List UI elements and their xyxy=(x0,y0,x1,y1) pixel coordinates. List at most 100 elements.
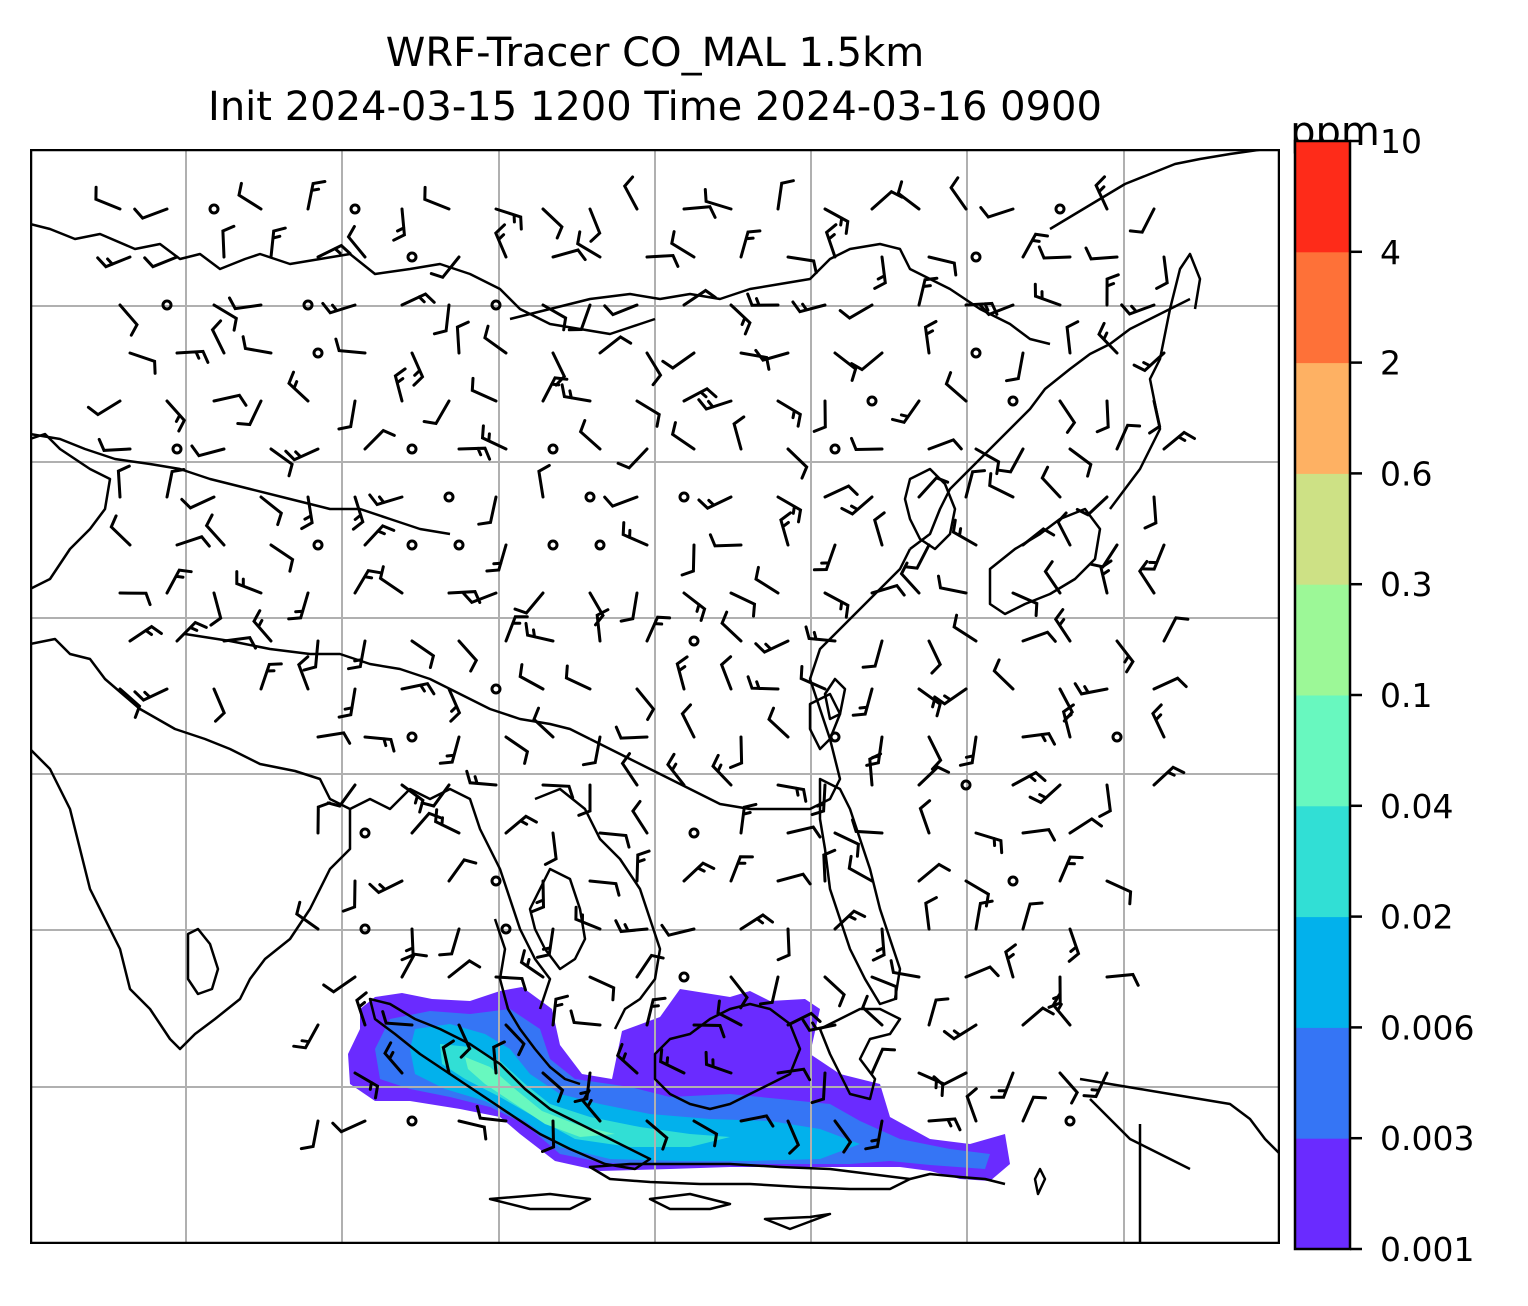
wind-barb xyxy=(776,783,808,803)
wind-barb xyxy=(337,687,357,719)
wind-barb xyxy=(850,351,884,372)
wind-barb xyxy=(118,591,152,607)
wind-barb xyxy=(621,521,649,547)
map-frame xyxy=(30,149,1280,1244)
wind-barb xyxy=(1004,943,1017,979)
wind-barb xyxy=(927,1117,962,1132)
wind-barb xyxy=(786,447,809,480)
wind-barb xyxy=(992,658,1015,691)
wind-barb xyxy=(1021,827,1056,842)
wind-barb xyxy=(190,444,226,458)
wind-barb xyxy=(1137,560,1156,595)
calm-circle xyxy=(1007,875,1019,887)
wind-barb xyxy=(524,621,555,643)
wind-barb xyxy=(1099,559,1113,595)
wind-barb xyxy=(682,861,716,883)
wind-barb xyxy=(1011,770,1047,787)
wind-barb xyxy=(661,351,696,370)
wind-barb xyxy=(899,561,921,595)
wind-barb xyxy=(868,752,883,787)
wind-barb xyxy=(316,243,352,259)
wind-barb xyxy=(739,913,774,931)
wind-barb xyxy=(603,303,639,317)
calm-circle xyxy=(960,779,972,791)
wind-barb xyxy=(1098,783,1112,818)
wind-barb xyxy=(635,399,661,428)
colorbar-swatch xyxy=(1295,695,1350,807)
wind-barb xyxy=(732,415,746,451)
wind-barb xyxy=(393,367,407,403)
wind-barb xyxy=(889,959,921,979)
wind-barb xyxy=(532,706,555,739)
wind-barb xyxy=(400,783,425,814)
colorbar-swatch xyxy=(1295,916,1350,1028)
wind-barb xyxy=(353,1071,380,1100)
wind-barb xyxy=(422,399,451,426)
calm-circle xyxy=(678,491,690,503)
wind-barb xyxy=(378,565,404,595)
wind-barb xyxy=(1152,765,1186,787)
wind-barb xyxy=(924,896,938,931)
wind-barb xyxy=(1105,879,1133,906)
colorbar-tick-label: 0.02 xyxy=(1380,898,1453,937)
wind-barb xyxy=(363,735,396,753)
calm-circle xyxy=(1054,203,1066,215)
wind-barb xyxy=(949,176,968,211)
wind-barb xyxy=(754,565,780,595)
wind-barb xyxy=(1021,1006,1055,1027)
wind-barb xyxy=(353,568,382,595)
wind-barb xyxy=(475,1104,508,1123)
wind-barb xyxy=(675,655,689,691)
wind-barb xyxy=(355,991,368,1027)
wind-barb xyxy=(1094,175,1109,211)
wind-barb xyxy=(1021,731,1056,746)
wind-barb xyxy=(109,514,132,547)
wind-barb xyxy=(927,438,963,451)
wind-barb xyxy=(739,229,762,259)
wind-barb xyxy=(620,752,639,787)
colorbar-swatch xyxy=(1295,362,1350,474)
wind-barb xyxy=(569,1009,602,1027)
wind-barb xyxy=(576,230,602,259)
calm-circle xyxy=(1111,731,1123,743)
colorbar-tick-label: 0.006 xyxy=(1380,1008,1474,1047)
colorbar-tick-label: 2 xyxy=(1380,344,1401,383)
wind-barb xyxy=(767,706,790,739)
calm-circle xyxy=(547,539,559,551)
wind-barb xyxy=(341,879,357,913)
wind-barb xyxy=(776,927,791,962)
wind-barb xyxy=(577,783,592,817)
wind-barb xyxy=(504,814,538,835)
colorbar-ticks: 0.001 0.003 0.006 0.02 0.04 0.1 0.3 0.6 2 4 10 xyxy=(1350,122,1474,1269)
wind-barb xyxy=(614,919,649,934)
wind-barb xyxy=(1095,399,1110,434)
wind-barb xyxy=(480,424,508,451)
wind-barb xyxy=(615,1042,639,1075)
wind-barb xyxy=(462,591,498,605)
wind-barb xyxy=(1058,399,1077,434)
colorbar-tick-label: 0.1 xyxy=(1380,676,1432,715)
wind-barb xyxy=(331,1119,367,1134)
calm-circle xyxy=(490,683,502,695)
wind-barb xyxy=(175,535,211,548)
wind-barb xyxy=(543,831,558,866)
wind-barb xyxy=(483,324,508,355)
wind-barb xyxy=(1068,817,1103,835)
wind-barb xyxy=(118,687,142,719)
calm-circle xyxy=(490,875,502,887)
wind-barb xyxy=(927,997,950,1027)
colorbar-swatch xyxy=(1295,473,1350,585)
colorbar-tick-label: 0.003 xyxy=(1380,1119,1474,1158)
calm-circle xyxy=(312,539,324,551)
calm-circle xyxy=(443,491,455,503)
calm-markers xyxy=(161,203,1123,1127)
wind-barb xyxy=(719,655,733,691)
coastlines xyxy=(30,149,1280,1244)
wind-barb xyxy=(729,855,754,883)
wind-barb xyxy=(1148,399,1162,435)
wind-barb xyxy=(381,1010,414,1027)
calm-circle xyxy=(688,635,700,647)
wind-barb xyxy=(739,802,758,835)
wind-barb xyxy=(631,800,649,835)
wind-barb xyxy=(368,879,404,895)
